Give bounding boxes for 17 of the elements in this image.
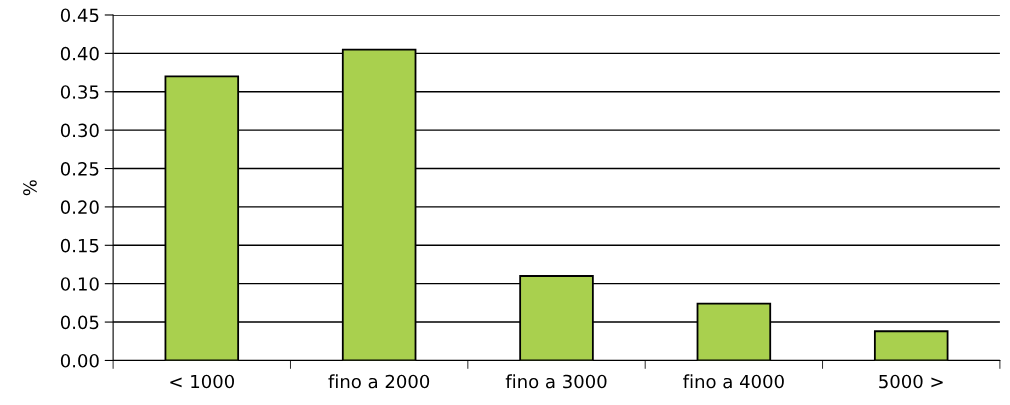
x-tick-label: fino a 3000 (505, 374, 607, 389)
bar (873, 330, 949, 361)
y-axis-title: % (23, 180, 37, 196)
y-tick-label: 0.25 (60, 161, 99, 176)
y-tick-label: 0.30 (60, 123, 99, 138)
y-tick-label: 0.15 (60, 238, 99, 253)
y-tick-label: 0.10 (60, 277, 99, 291)
y-tick-label: 0.40 (60, 46, 99, 61)
x-tick-label: fino a 2000 (328, 374, 430, 389)
y-tick-label: 0.20 (60, 200, 99, 215)
y-tick-label: 0.00 (60, 353, 99, 368)
y-tick-label: 0.35 (60, 85, 99, 99)
y-tick-label: 0.05 (60, 315, 99, 330)
x-tick-label: fino a 4000 (683, 374, 784, 389)
y-tick-label: 0.45 (60, 8, 99, 23)
x-tick-label: 5000 > (879, 374, 943, 389)
x-tick-label: < 1000 (170, 374, 235, 389)
